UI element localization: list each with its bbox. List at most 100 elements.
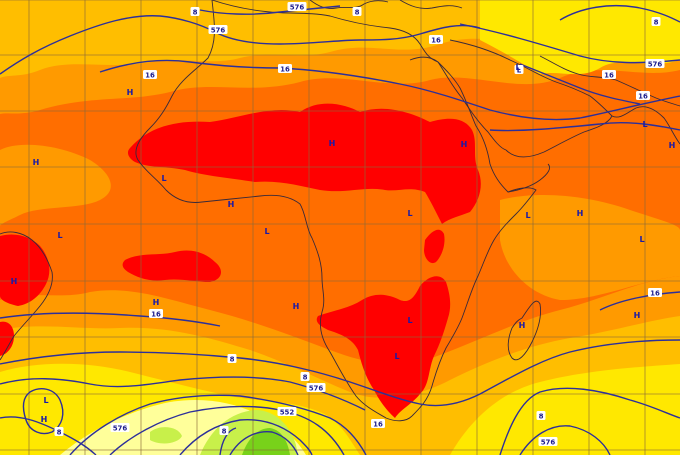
- contour-label: 8: [651, 17, 661, 27]
- coastline-arabia: [449, 39, 613, 158]
- contour-label: 576: [110, 423, 130, 433]
- high-pressure-marker: H: [329, 139, 336, 148]
- contour-label: 8: [54, 427, 64, 437]
- hot-zone-sahara: [127, 103, 481, 224]
- pressure-centers: H H L H L H L H L H L H L H L H L H H L L H L H: [11, 63, 676, 424]
- isoline-mideast: [489, 122, 680, 132]
- contour-label: 576: [208, 25, 228, 35]
- isoline-north-1: [0, 15, 481, 75]
- contour-label: 8: [219, 426, 229, 436]
- svg-text:8: 8: [193, 9, 198, 17]
- high-pressure-marker: H: [669, 141, 676, 150]
- svg-text:16: 16: [650, 290, 660, 298]
- svg-text:16: 16: [638, 93, 648, 101]
- coastline-persian-gulf: [539, 55, 680, 107]
- svg-text:576: 576: [113, 425, 128, 433]
- low-pressure-marker: L: [43, 396, 48, 405]
- contour-label: 16: [278, 64, 292, 74]
- high-pressure-marker: H: [127, 88, 134, 97]
- svg-text:16: 16: [151, 311, 161, 319]
- svg-text:8: 8: [355, 9, 360, 17]
- low-pressure-marker: L: [515, 63, 520, 72]
- low-pressure-marker: L: [407, 316, 412, 325]
- low-pressure-marker: L: [525, 211, 530, 220]
- high-pressure-marker: H: [228, 200, 235, 209]
- high-pressure-marker: H: [11, 277, 18, 286]
- isoline-north-2: [99, 59, 680, 121]
- isolines: [0, 4, 680, 455]
- svg-text:576: 576: [648, 61, 663, 69]
- isoline-southeast-inner: [519, 425, 611, 455]
- isoline-east-16: [599, 291, 680, 311]
- svg-text:576: 576: [541, 439, 556, 447]
- svg-text:8: 8: [57, 429, 62, 437]
- coastline-madagascar: [507, 300, 541, 361]
- hot-zone-southern-africa: [316, 276, 451, 418]
- temperature-zone-atlantic: [0, 144, 111, 226]
- svg-text:16: 16: [280, 66, 290, 74]
- svg-text:16: 16: [145, 72, 155, 80]
- coastline-east-africa: [409, 56, 537, 417]
- svg-text:8: 8: [654, 19, 659, 27]
- isoline-south-7: [219, 427, 237, 455]
- hot-zone-east-africa: [424, 229, 445, 264]
- contour-label: 8: [300, 372, 310, 382]
- contour-label: 576: [287, 2, 307, 12]
- low-pressure-marker: L: [407, 209, 412, 218]
- svg-text:16: 16: [604, 72, 614, 80]
- svg-text:8: 8: [303, 374, 308, 382]
- contour-label: 16: [648, 288, 662, 298]
- high-pressure-marker: H: [41, 415, 48, 424]
- contour-label: 552: [277, 407, 297, 417]
- svg-text:8: 8: [539, 413, 544, 421]
- hot-zone-brazil-south: [0, 321, 14, 356]
- contour-label: 16: [149, 309, 163, 319]
- low-pressure-marker: L: [57, 231, 62, 240]
- isoline-northeast-2: [559, 4, 680, 23]
- isoline-northeast-3: [519, 63, 641, 105]
- svg-text:576: 576: [211, 27, 226, 35]
- svg-text:8: 8: [230, 356, 235, 364]
- coastline-horn: [507, 163, 551, 193]
- high-pressure-marker: H: [293, 302, 300, 311]
- high-pressure-marker: H: [634, 311, 641, 320]
- svg-text:576: 576: [309, 385, 324, 393]
- low-pressure-marker: L: [639, 235, 644, 244]
- contour-label: 576: [306, 383, 326, 393]
- coastlines: [0, 0, 680, 422]
- contour-label: 8: [227, 354, 237, 364]
- temperature-blob-green: [150, 427, 182, 444]
- isoline-south-1: [0, 339, 680, 407]
- svg-text:8: 8: [222, 428, 227, 436]
- contour-label: 576: [645, 59, 665, 69]
- high-pressure-marker: H: [33, 158, 40, 167]
- svg-text:576: 576: [290, 4, 305, 12]
- contour-label: 8: [352, 7, 362, 17]
- temperature-zone-indian: [500, 195, 680, 300]
- isoline-southeast-loop: [499, 387, 680, 455]
- contour-label: L: [514, 65, 524, 75]
- high-pressure-marker: H: [577, 209, 584, 218]
- contour-label: 16: [636, 91, 650, 101]
- coastline-north-africa: [211, 0, 439, 63]
- hot-zone-congo: [122, 250, 222, 282]
- low-pressure-marker: L: [642, 120, 647, 129]
- high-pressure-marker: H: [461, 140, 468, 149]
- low-pressure-marker: L: [394, 352, 399, 361]
- coastline-west-africa: [135, 0, 413, 422]
- contour-label: 8: [190, 7, 200, 17]
- isoline-south-4: [109, 405, 345, 455]
- coastline-mediterranean: [309, 0, 463, 9]
- coastline-arabian-sea: [611, 106, 680, 145]
- isoline-southwest-loop: [22, 388, 64, 435]
- contour-label: 16: [602, 70, 616, 80]
- high-pressure-marker: H: [519, 321, 526, 330]
- temperature-band-northeast-yellow: [480, 0, 680, 75]
- isoline-south-6: [229, 431, 299, 455]
- isoline-north-3: [199, 5, 341, 15]
- svg-text:552: 552: [280, 409, 295, 417]
